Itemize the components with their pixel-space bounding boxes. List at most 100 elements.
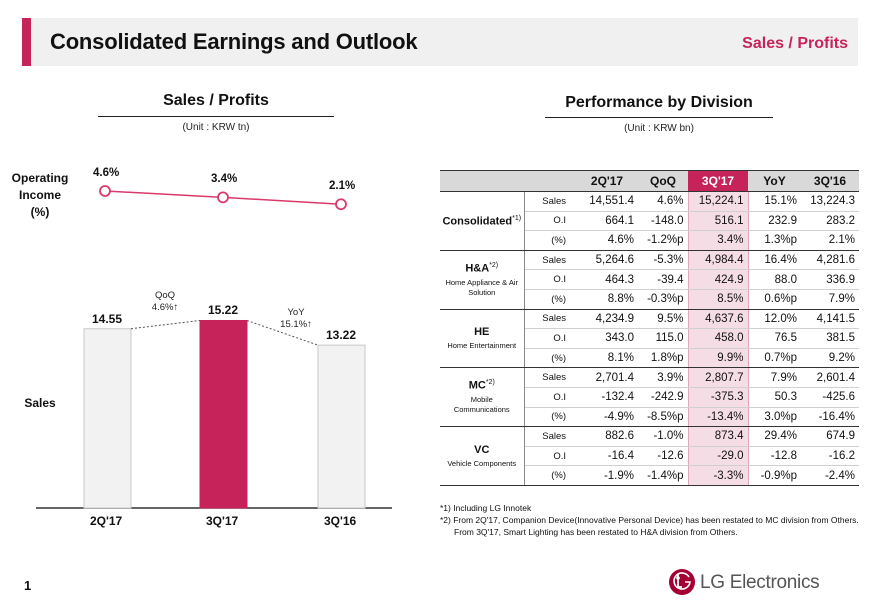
qoq-note: QoQ 4.6%↑ — [140, 290, 190, 314]
col-header: YoY — [748, 170, 801, 192]
division-cell: VC Vehicle Components — [440, 426, 525, 486]
qoq-note-value: 4.6%↑ — [151, 302, 179, 313]
bar-value-label: 14.55 — [92, 311, 123, 326]
right-section-title: Performance by Division — [565, 94, 753, 111]
table-row: O.I 664.1 -148.0 516.1 232.9 283.2 — [440, 211, 859, 232]
page-header: Consolidated Earnings and Outlook Sales … — [22, 18, 858, 66]
value-cell: 464.3 — [576, 269, 638, 290]
value-cell: 674.9 — [801, 426, 859, 447]
section-label: Sales / Profits — [742, 35, 848, 52]
value-cell: 664.1 — [576, 211, 638, 232]
x-tick-label: 2Q'17 — [90, 514, 123, 528]
table-row: O.I 464.3 -39.4 424.9 88.0 336.9 — [440, 269, 859, 290]
value-cell: 15.1% — [748, 191, 801, 212]
table-row: H&A*2) Home Appliance & Air Solution Sales… — [440, 250, 859, 310]
value-cell: -1.0% — [638, 426, 688, 447]
col-header: 3Q'16 — [801, 170, 859, 192]
metric-label: (%) — [524, 230, 576, 251]
sales-axis-label: Sales — [24, 396, 56, 410]
bar-value-label: 13.22 — [326, 328, 357, 343]
value-cell: -16.4% — [801, 407, 859, 428]
value-cell: 9.5% — [638, 309, 688, 330]
value-cell: 232.9 — [748, 211, 801, 232]
value-cell: -16.2 — [801, 446, 859, 467]
value-cell: 882.6 — [576, 426, 638, 447]
value-cell: 3.0%p — [748, 407, 801, 428]
sales-bar — [317, 344, 366, 509]
footnote-2: *2) From 2Q'17, Companion Device(Innovat… — [440, 515, 859, 525]
value-cell: 115.0 — [638, 328, 688, 349]
metric-label: (%) — [524, 289, 576, 310]
metric-label: (%) — [524, 465, 576, 486]
table-row: HE Home Entertainment Sales 4,234.9 9.5% 4,63… — [440, 309, 859, 369]
division-cell: Consolidated*1) — [440, 191, 525, 251]
value-cell: 0.7%p — [748, 348, 801, 369]
value-cell: 8.1% — [576, 348, 638, 369]
table-row: (%) -1.9% -1.4%p -3.3% -0.9%p -2.4% — [440, 465, 859, 486]
value-cell: 12.0% — [748, 309, 801, 330]
metric-label: Sales — [524, 250, 576, 271]
header-accent-bar — [22, 18, 31, 66]
value-cell: 1.8%p — [638, 348, 688, 369]
lg-logo-icon — [669, 569, 695, 595]
value-cell: -4.9% — [576, 407, 638, 428]
value-cell: -242.9 — [638, 387, 688, 408]
x-tick-label: 3Q'16 — [324, 514, 357, 528]
metric-label: O.I — [524, 446, 576, 467]
table-row: (%) 8.1% 1.8%p 9.9% 0.7%p 9.2% — [440, 348, 859, 369]
value-cell: 9.2% — [801, 348, 859, 369]
value-cell: 50.3 — [748, 387, 801, 408]
table-row: O.I 343.0 115.0 458.0 76.5 381.5 — [440, 328, 859, 349]
x-tick-label: 3Q'17 — [206, 514, 239, 528]
division-name: H&A*2) — [465, 261, 499, 275]
value-cell: 2.1% — [801, 230, 859, 251]
value-cell: 2,807.7 — [687, 367, 749, 388]
qoq-note-label: QoQ — [154, 290, 176, 301]
division-subtitle: Home Entertainment — [447, 340, 517, 350]
value-cell: -0.3%p — [638, 289, 688, 310]
sales-bar — [199, 319, 248, 509]
value-cell: -39.4 — [638, 269, 688, 290]
metric-label: Sales — [524, 309, 576, 330]
operating-income-label: Operating Income (%) — [4, 170, 76, 221]
value-cell: 4,984.4 — [687, 250, 749, 271]
change-connector — [130, 319, 201, 330]
header-blank — [440, 170, 524, 192]
page-number: 1 — [24, 578, 32, 593]
value-cell: 76.5 — [748, 328, 801, 349]
page-title: Consolidated Earnings and Outlook — [50, 29, 418, 54]
value-cell: 4,281.6 — [801, 250, 859, 271]
operating-income-value-label: 2.1% — [329, 180, 356, 193]
value-cell: 516.1 — [687, 211, 749, 232]
footnotes: *1) Including LG Innotek *2) From 2Q'17,… — [440, 502, 859, 538]
yoy-note: YoY 15.1%↑ — [270, 307, 322, 331]
division-subtitle: Home Appliance & Air Solution — [445, 277, 519, 297]
value-cell: -8.5%p — [638, 407, 688, 428]
value-cell: -1.9% — [576, 465, 638, 486]
value-cell: 88.0 — [748, 269, 801, 290]
value-cell: -148.0 — [638, 211, 688, 232]
value-cell: 16.4% — [748, 250, 801, 271]
value-cell: -1.4%p — [638, 465, 688, 486]
table-row: O.I -132.4 -242.9 -375.3 50.3 -425.6 — [440, 387, 859, 408]
operating-income-point — [99, 185, 111, 197]
col-header-highlight: 3Q'17 — [688, 170, 748, 192]
value-cell: 7.9% — [801, 289, 859, 310]
operating-income-point — [335, 198, 347, 211]
operating-income-value-label: 3.4% — [211, 173, 238, 186]
table-row: VC Vehicle Components Sales 882.6 -1.0% 873.4… — [440, 426, 859, 486]
value-cell: 4.6% — [576, 230, 638, 251]
value-cell: -5.3% — [638, 250, 688, 271]
table-header-row: 2Q'17 QoQ 3Q'17 YoY 3Q'16 — [440, 170, 859, 192]
value-cell: 0.6%p — [748, 289, 801, 310]
table-row: MC*2) Mobile Communications Sales 2,701.4 3.… — [440, 367, 859, 428]
value-cell: 4.6% — [638, 191, 688, 212]
footnote-1: *1) Including LG Innotek — [440, 503, 532, 513]
left-section-title: Sales / Profits — [163, 92, 269, 109]
header-blank-metric — [524, 170, 576, 192]
value-cell: 4,141.5 — [801, 309, 859, 330]
value-cell: 5,264.6 — [576, 250, 638, 271]
value-cell: -375.3 — [687, 387, 749, 408]
value-cell: -0.9%p — [748, 465, 801, 486]
value-cell: -29.0 — [687, 446, 749, 467]
